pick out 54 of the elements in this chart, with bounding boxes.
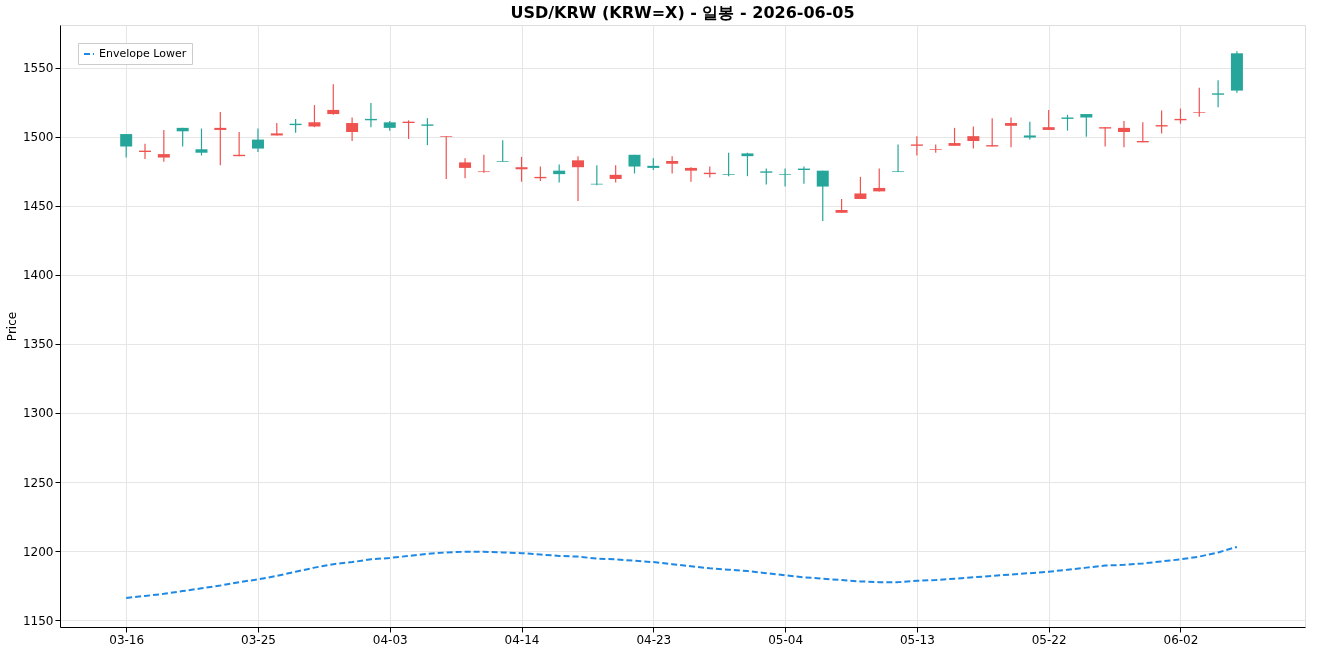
candlestick bbox=[722, 152, 735, 177]
candlestick bbox=[779, 168, 792, 188]
candlestick bbox=[459, 157, 472, 179]
candlestick bbox=[854, 176, 867, 200]
candlestick bbox=[684, 166, 697, 183]
candlestick bbox=[1193, 87, 1206, 118]
candlestick bbox=[1117, 120, 1130, 148]
x-tick-label: 04-14 bbox=[504, 632, 540, 647]
x-tick-label: 06-02 bbox=[1163, 632, 1199, 647]
candlestick bbox=[120, 133, 133, 159]
candlestick bbox=[1099, 126, 1112, 148]
candlestick bbox=[967, 125, 980, 150]
candlestick bbox=[195, 127, 208, 157]
candlestick bbox=[666, 155, 679, 175]
candlestick bbox=[1212, 79, 1225, 108]
candlestick bbox=[251, 127, 264, 153]
candlestick bbox=[308, 104, 321, 128]
x-tick-label: 04-23 bbox=[636, 632, 672, 647]
candlestick bbox=[214, 111, 227, 166]
y-tick-label: 1350 bbox=[22, 337, 54, 352]
candlestick bbox=[477, 154, 490, 174]
x-tick-label: 05-04 bbox=[768, 632, 804, 647]
y-tick-label: 1250 bbox=[22, 475, 54, 490]
candlestick bbox=[910, 135, 923, 157]
candlestick bbox=[157, 129, 170, 163]
candlestick bbox=[572, 155, 585, 202]
chart-title: USD/KRW (KRW=X) - 일봉 - 2026-06-05 bbox=[510, 3, 855, 22]
candlestick bbox=[1080, 113, 1093, 138]
candlestick bbox=[1005, 116, 1018, 148]
candlestick bbox=[892, 143, 905, 173]
candlestick bbox=[440, 135, 453, 180]
candlestick bbox=[346, 116, 359, 142]
y-tick-label: 1300 bbox=[22, 406, 54, 421]
x-tick-label: 05-13 bbox=[899, 632, 935, 647]
candlestick bbox=[1042, 109, 1055, 131]
candlestick bbox=[421, 117, 434, 146]
y-axis-title: Price bbox=[4, 311, 19, 342]
line-series bbox=[125, 545, 1238, 600]
x-tick-label: 03-25 bbox=[241, 632, 276, 647]
y-tick-label: 1550 bbox=[22, 61, 54, 76]
x-tick-label: 04-03 bbox=[372, 632, 408, 647]
candlestick bbox=[327, 83, 340, 116]
legend-label: Envelope Lower bbox=[99, 47, 187, 60]
y-tick-label: 1450 bbox=[22, 199, 54, 214]
y-tick-label: 1150 bbox=[22, 613, 54, 628]
y-tick-label: 1200 bbox=[22, 544, 54, 559]
candlestick bbox=[816, 170, 829, 222]
candlestick bbox=[515, 156, 528, 183]
y-tick-label: 1500 bbox=[22, 130, 54, 145]
candlestick bbox=[496, 139, 509, 163]
y-tick-label: 1400 bbox=[22, 268, 54, 283]
x-tick-label: 03-16 bbox=[109, 632, 145, 647]
candlestick bbox=[986, 117, 999, 148]
x-tick-label: 05-22 bbox=[1031, 632, 1067, 647]
